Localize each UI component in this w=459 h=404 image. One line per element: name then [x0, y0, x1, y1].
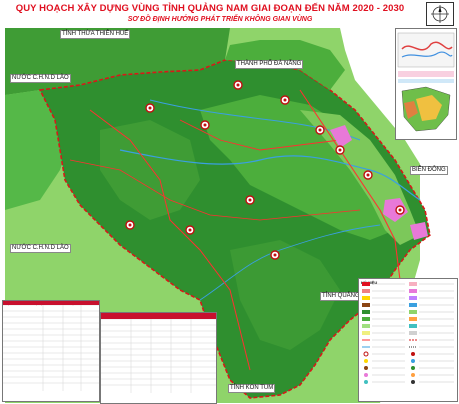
- laos-region: [5, 90, 70, 210]
- southern-zone: [230, 240, 340, 350]
- industrial-panel: HỆ THỐNG CÁC CỤM, KHU CÔNG NGHIỆP: [2, 300, 100, 402]
- urban-panel: HỆ THỐNG CÁC ĐÔ THỊ TRÊN ĐỊA BÀN TỈNH QU…: [100, 312, 217, 404]
- map-title: QUY HOẠCH XÂY DỰNG VÙNG TỈNH QUẢNG NAM G…: [15, 3, 405, 14]
- legend-panel: KÝ HIỆU: [358, 278, 458, 402]
- road-14e: [179, 119, 341, 151]
- compass-icon: [426, 2, 454, 26]
- road-hcm: [89, 109, 251, 371]
- label-laos-north: NƯỚC C.H.N.D LÀO: [10, 74, 71, 83]
- river-thu-bon: [119, 149, 421, 201]
- label-hue: TỈNH THỪA THIÊN HUẾ: [60, 30, 131, 39]
- urban-hoi-an: [330, 125, 352, 148]
- urban-chu-lai: [410, 222, 428, 240]
- label-kon-tum: TỈNH KON TUM: [228, 384, 276, 393]
- label-laos-south: NƯỚC C.H.N.D LÀO: [10, 244, 71, 253]
- upland-zone: [100, 120, 200, 220]
- label-bien-dong: BIỂN ĐÔNG: [410, 166, 448, 175]
- road-national-1a: [299, 89, 401, 281]
- label-danang: THÀNH PHỐ ĐÀ NẴNG: [235, 60, 304, 69]
- river-south: [199, 224, 381, 301]
- inset-panel: [395, 28, 457, 140]
- road-east-west: [69, 159, 361, 221]
- map-subtitle: SƠ ĐỒ ĐỊNH HƯỚNG PHÁT TRIỂN KHÔNG GIAN V…: [127, 16, 313, 23]
